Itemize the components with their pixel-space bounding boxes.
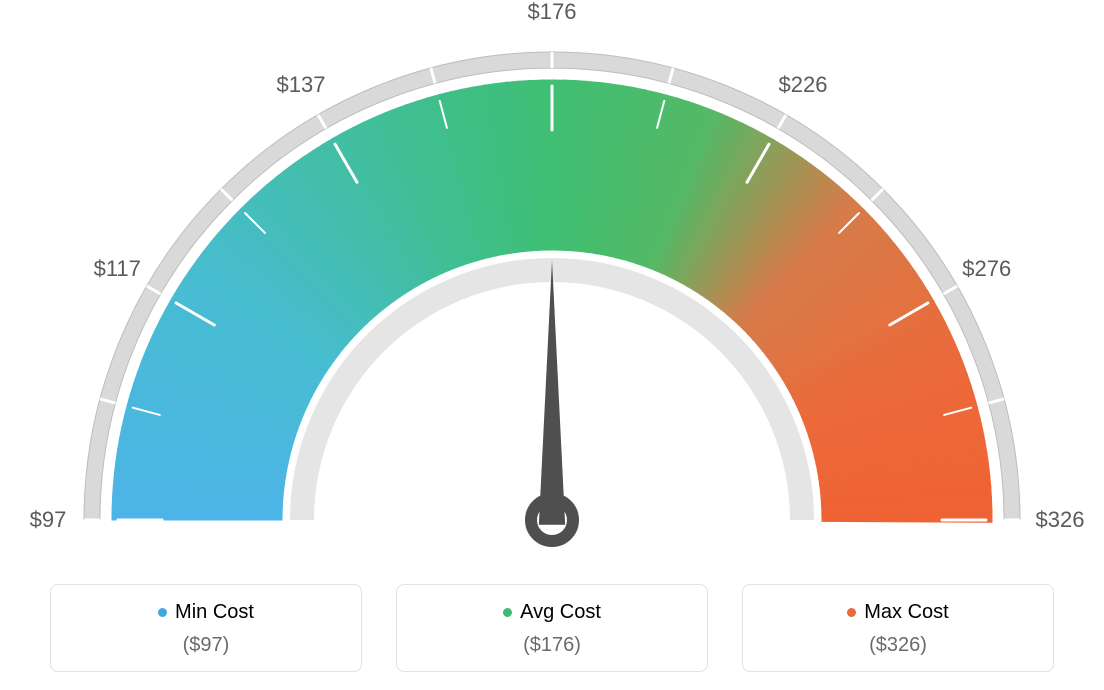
legend-value-max: ($326) bbox=[743, 634, 1053, 657]
gauge-tick-label: $137 bbox=[277, 72, 326, 98]
legend-value-min: ($97) bbox=[51, 634, 361, 657]
gauge-tick-label: $176 bbox=[528, 0, 577, 25]
legend-title-label: Avg Cost bbox=[520, 601, 601, 624]
gauge-tick-label: $117 bbox=[94, 256, 141, 282]
legend-title-label: Max Cost bbox=[864, 601, 948, 624]
legend-dot-avg bbox=[503, 608, 512, 617]
legend-dot-min bbox=[158, 608, 167, 617]
gauge-tick-label: $326 bbox=[1036, 507, 1085, 533]
legend-title-max: Max Cost bbox=[743, 601, 1053, 624]
gauge-tick-label: $276 bbox=[962, 256, 1011, 282]
gauge-svg bbox=[0, 0, 1104, 560]
legend-card-max: Max Cost ($326) bbox=[742, 584, 1054, 672]
legend-row: Min Cost ($97) Avg Cost ($176) Max Cost … bbox=[0, 584, 1104, 672]
gauge-tick-label: $226 bbox=[779, 72, 828, 98]
legend-value-avg: ($176) bbox=[397, 634, 707, 657]
legend-card-avg: Avg Cost ($176) bbox=[396, 584, 708, 672]
legend-dot-max bbox=[847, 608, 856, 617]
gauge-chart: $97 $117 $137 $176 $226 $276 $326 bbox=[0, 0, 1104, 560]
legend-card-min: Min Cost ($97) bbox=[50, 584, 362, 672]
legend-title-avg: Avg Cost bbox=[397, 601, 707, 624]
legend-title-label: Min Cost bbox=[175, 601, 254, 624]
legend-title-min: Min Cost bbox=[51, 601, 361, 624]
gauge-tick-label: $97 bbox=[30, 507, 67, 533]
